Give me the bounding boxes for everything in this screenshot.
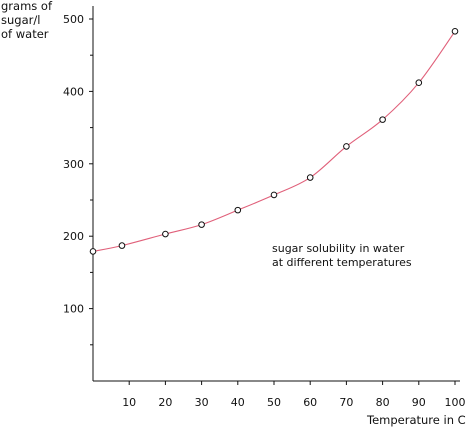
chart-annotation: sugar solubility in water at different te… [272, 242, 412, 269]
x-tick-label: 10 [122, 396, 136, 409]
x-tick-label: 40 [231, 396, 245, 409]
y-tick-label: 500 [63, 13, 84, 26]
x-tick-label: 50 [267, 396, 281, 409]
data-point [162, 230, 169, 238]
y-tick-label: 100 [63, 303, 84, 316]
x-tick-label: 60 [303, 396, 317, 409]
data-point [379, 116, 386, 123]
data-point [198, 221, 205, 228]
x-tick-label: 80 [376, 396, 390, 409]
y-ticks: 100 200 300 400 500 [63, 13, 93, 346]
data-point [89, 248, 97, 255]
data-points [89, 28, 459, 255]
data-point [306, 174, 314, 181]
y-axis-title-line: sugar/l [1, 13, 40, 27]
series-line [92, 30, 456, 252]
data-point [343, 143, 350, 150]
data-point [451, 28, 459, 35]
annotation-line: at different temperatures [272, 256, 412, 269]
annotation-line: sugar solubility in water [272, 242, 405, 255]
data-point [415, 79, 423, 87]
y-tick-label: 200 [63, 230, 84, 243]
y-axis-title-line: of water [1, 27, 49, 41]
data-point [234, 206, 242, 214]
axes [92, 6, 460, 382]
x-tick-label: 20 [158, 396, 172, 409]
y-axis-title: grams of sugar/l of water [1, 0, 53, 41]
y-tick-label: 400 [63, 85, 84, 98]
x-tick-label: 100 [445, 396, 466, 409]
x-tick-label: 30 [195, 396, 209, 409]
data-point [118, 242, 126, 249]
x-tick-label: 70 [339, 396, 353, 409]
x-axis-title: Temperature in C [366, 413, 466, 427]
y-axis-title-line: grams of [1, 0, 53, 13]
x-tick-label: 90 [412, 396, 426, 409]
y-tick-label: 300 [63, 158, 84, 171]
data-point [270, 191, 278, 199]
x-ticks: 10 20 30 40 50 60 70 80 90 100 [122, 381, 466, 409]
